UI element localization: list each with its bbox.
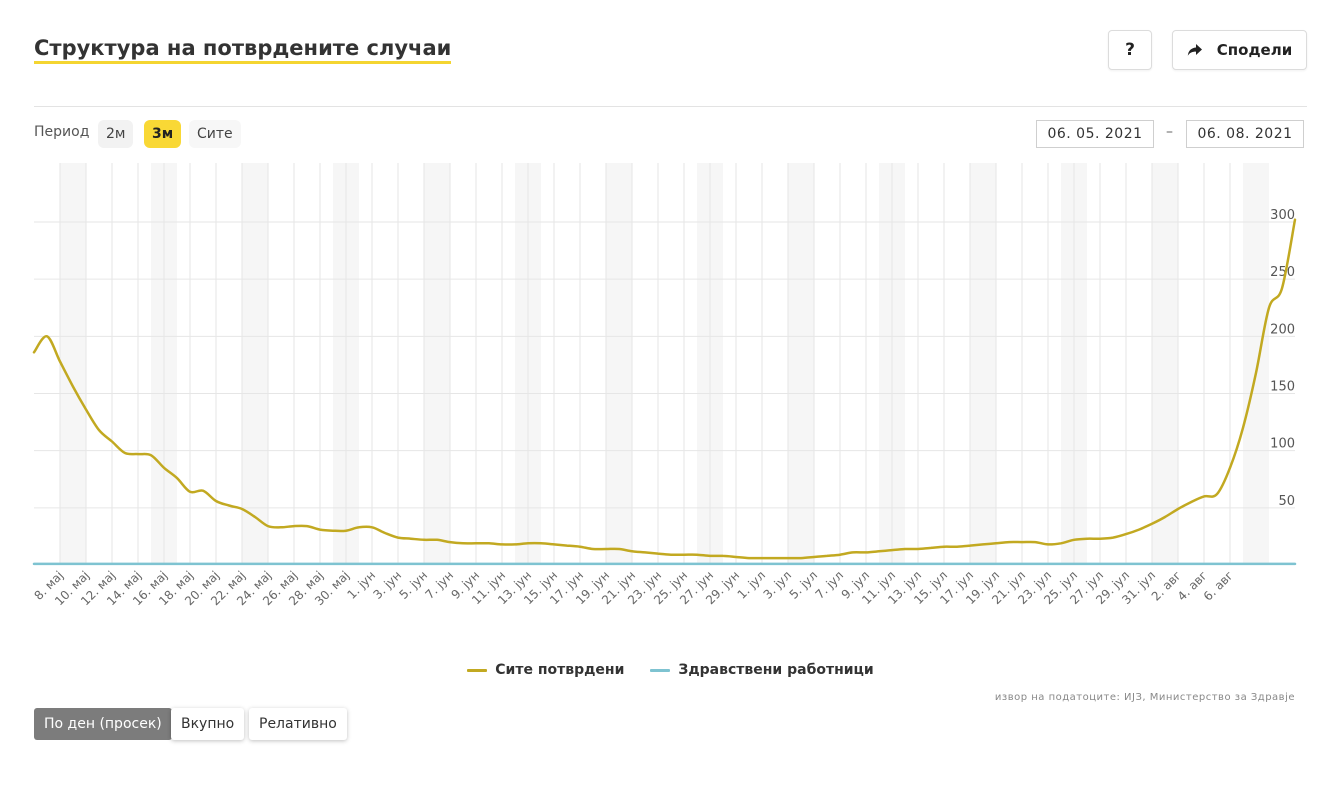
- period-option-3m[interactable]: 3м: [144, 120, 182, 148]
- header-divider: [34, 106, 1307, 107]
- legend-swatch-health-workers: [650, 668, 671, 672]
- x-tick-label: 3. јун: [371, 568, 405, 602]
- weekend-band: [1152, 163, 1178, 565]
- help-button[interactable]: ?: [1108, 30, 1152, 70]
- x-tick-label: 1. јул: [735, 568, 768, 601]
- legend-label-all-confirmed: Сите потврдени: [495, 662, 625, 678]
- x-tick-label: 3. јул: [761, 568, 794, 601]
- weekend-band: [242, 163, 268, 565]
- weekend-band: [60, 163, 86, 565]
- share-button[interactable]: Сподели: [1172, 30, 1307, 70]
- y-tick-label: 250: [1270, 265, 1295, 280]
- vertical-gridlines: [59, 163, 1231, 565]
- x-tick-label: 7. јул: [813, 568, 846, 601]
- legend-swatch-all-confirmed: [467, 668, 488, 672]
- period-label: Период: [34, 124, 90, 140]
- share-label: Сподели: [1216, 41, 1293, 59]
- legend-item-all-confirmed[interactable]: Сите потврдени: [467, 662, 624, 678]
- series-line-all-confirmed: [32, 218, 1297, 560]
- view-daily-average-button[interactable]: По ден (просек): [34, 708, 172, 740]
- x-tick-label: 7. јун: [423, 568, 457, 602]
- weekend-band: [788, 163, 814, 565]
- period-option-all[interactable]: Сите: [189, 120, 241, 148]
- weekend-band: [424, 163, 450, 565]
- weekend-bands: [60, 163, 1269, 565]
- weekend-band: [970, 163, 996, 565]
- view-total-button[interactable]: Вкупно: [171, 708, 245, 740]
- y-tick-label: 200: [1270, 322, 1295, 337]
- view-relative-button[interactable]: Релативно: [249, 708, 347, 740]
- legend-item-health-workers[interactable]: Здравствени работници: [650, 662, 874, 678]
- help-label: ?: [1125, 40, 1135, 60]
- series-lines: [32, 218, 1297, 566]
- period-option-2m[interactable]: 2м: [98, 120, 134, 148]
- y-tick-label: 300: [1270, 208, 1295, 223]
- x-tick-label: 1. јун: [345, 568, 379, 602]
- page-title: Структура на потврдените случаи: [34, 36, 452, 64]
- y-tick-label: 100: [1270, 437, 1295, 452]
- horizontal-gridlines: [34, 221, 1295, 509]
- y-tick-label: 150: [1270, 380, 1295, 395]
- share-arrow-icon: [1187, 43, 1203, 57]
- legend: Сите потврдени Здравствени работници: [0, 662, 1341, 678]
- date-from-input[interactable]: 06. 05. 2021: [1036, 120, 1154, 148]
- legend-label-health-workers: Здравствени работници: [678, 662, 874, 678]
- x-tick-label: 5. јул: [787, 568, 820, 601]
- x-tick-label: 5. јун: [397, 568, 431, 602]
- data-source-note: извор на податоците: ИЈЗ, Министерство з…: [994, 692, 1295, 703]
- y-axis-labels: 50 100 150 200 250 300: [1270, 208, 1295, 509]
- date-separator: –: [1166, 124, 1173, 140]
- x-tick-label: 6. авг: [1201, 568, 1236, 603]
- weekend-band: [1243, 163, 1269, 565]
- date-to-input[interactable]: 06. 08. 2021: [1186, 120, 1304, 148]
- y-tick-label: 50: [1278, 494, 1295, 509]
- weekend-band: [606, 163, 632, 565]
